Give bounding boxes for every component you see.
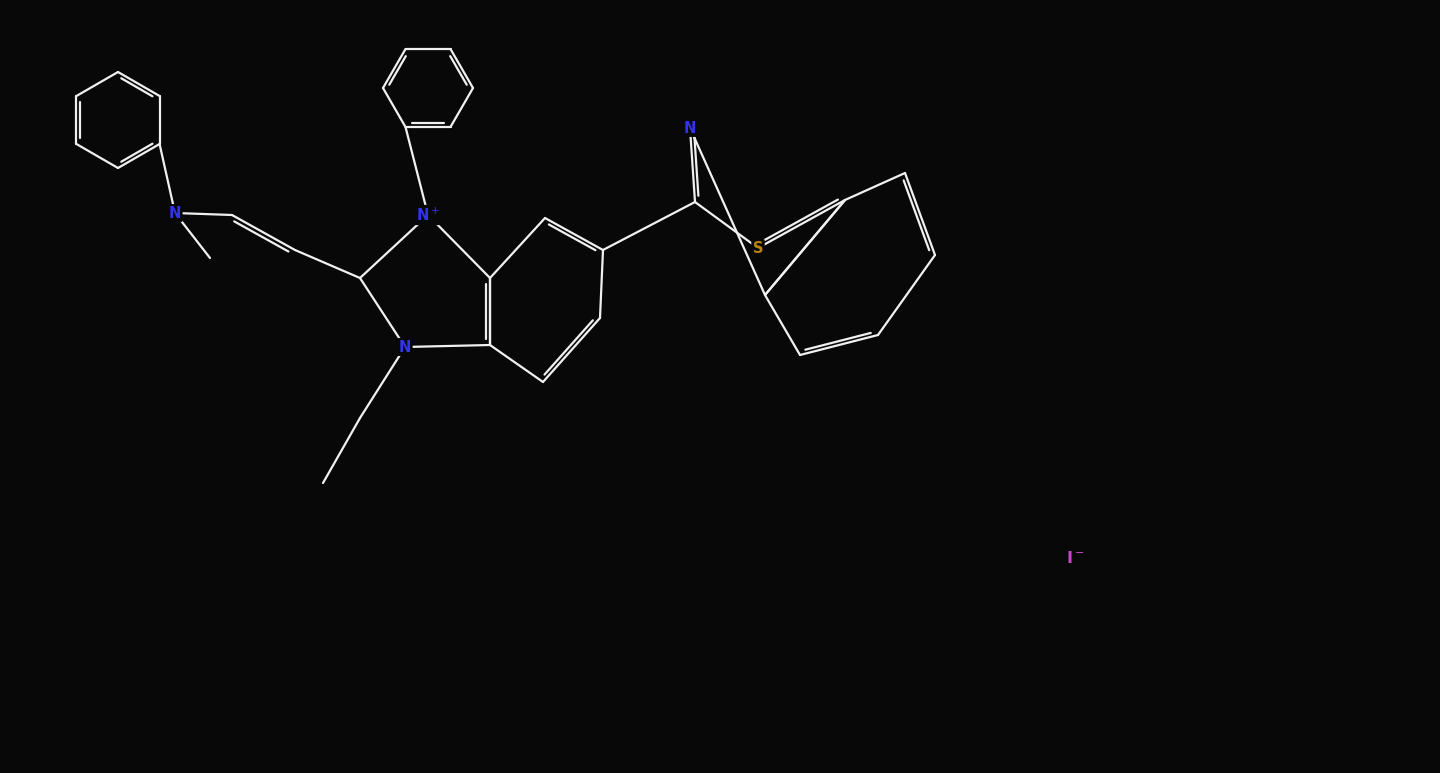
Text: S: S <box>753 240 763 256</box>
Text: N: N <box>399 339 412 355</box>
Text: N: N <box>168 206 181 220</box>
Text: N: N <box>684 121 696 135</box>
Text: I$^-$: I$^-$ <box>1066 550 1084 566</box>
Text: N$^+$: N$^+$ <box>416 206 441 223</box>
